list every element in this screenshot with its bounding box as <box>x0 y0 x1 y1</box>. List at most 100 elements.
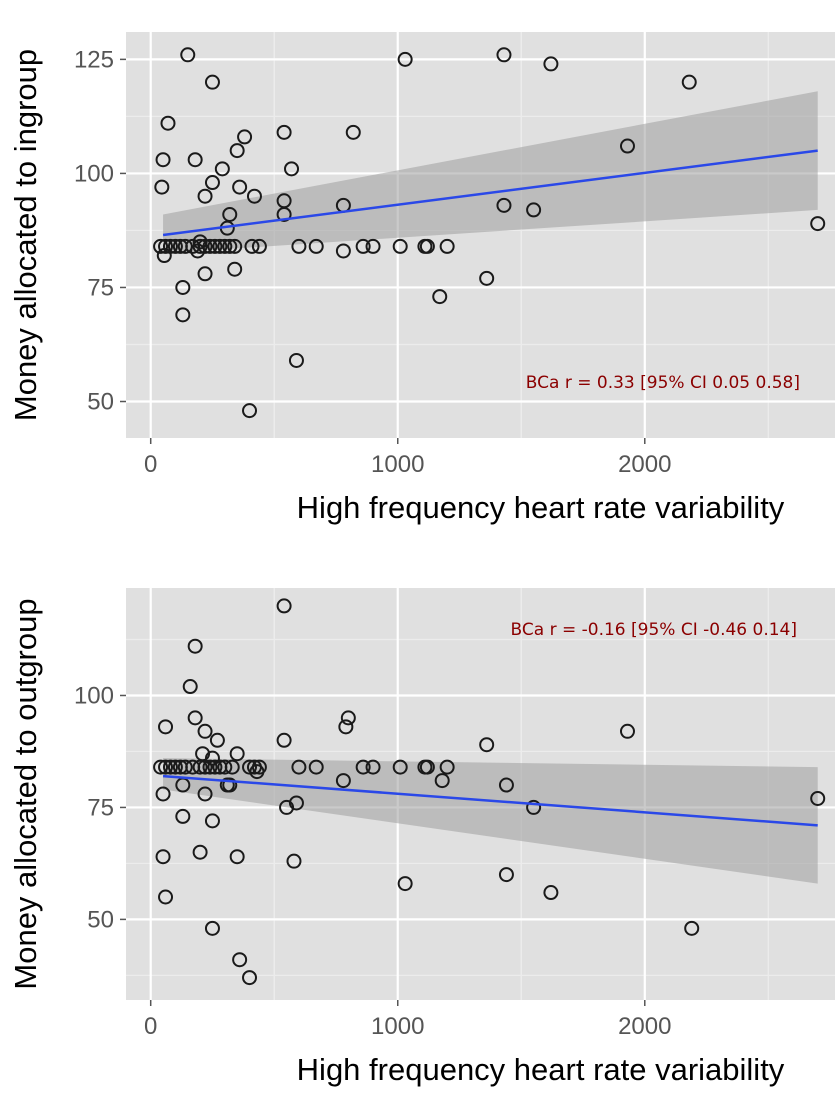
chart-1-data-point <box>204 74 220 90</box>
chart-1-y-tick-label: 100 <box>74 160 114 187</box>
chart-2-data-point <box>419 759 435 775</box>
chart-2-data-point <box>291 759 307 775</box>
chart-1-data-point <box>232 179 248 195</box>
chart-1-data-point <box>175 307 191 323</box>
chart-1-data-point <box>227 238 243 254</box>
chart-2-data-point <box>167 759 183 775</box>
chart-2-annotation: BCa r = -0.16 [95% CI -0.46 0.14] <box>511 620 797 640</box>
chart-1-data-point <box>207 238 223 254</box>
chart-2-data-point <box>187 710 203 726</box>
chart-2-data-point <box>207 759 223 775</box>
chart-2-data-point <box>158 889 174 905</box>
chart-1-data-point <box>439 238 455 254</box>
chart-1-data-point <box>237 129 253 145</box>
chart-1-y-tick-label: 75 <box>87 274 114 301</box>
chart-1-x-tick-label: 0 <box>144 451 157 478</box>
chart-1-data-point <box>526 202 542 218</box>
chart-2-data-point <box>498 867 514 883</box>
chart-2-data-point <box>242 970 258 986</box>
chart-1-y-tick-label: 125 <box>74 46 114 73</box>
chart-2-data-point <box>286 853 302 869</box>
chart-2-data-point <box>242 759 258 775</box>
chart-1-data-point <box>187 152 203 168</box>
chart-2-data-point <box>397 876 413 892</box>
chart-2-data-point <box>543 885 559 901</box>
chart-2-data-point <box>204 920 220 936</box>
chart-1-data-point <box>335 243 351 259</box>
chart-2-data-point <box>308 759 324 775</box>
chart-2-data-point <box>197 759 213 775</box>
chart-1-data-point <box>479 270 495 286</box>
chart-1-data-point <box>496 47 512 63</box>
chart-1-data-point <box>308 238 324 254</box>
chart-2-data-point <box>158 719 174 735</box>
chart-2-y-tick-label: 50 <box>87 906 114 933</box>
chart-2-data-point <box>338 719 354 735</box>
chart-2-y-tick-label: 75 <box>87 794 114 821</box>
chart-2-y-axis-title: Money allocated to outgroup <box>8 598 43 989</box>
outgroup-scatter-chart: 0 1000 2000 50 75 100 BCa r = -0.16 [95% CI -0… <box>8 588 835 1087</box>
chart-2-data-point <box>192 759 208 775</box>
chart-1-data-point <box>229 143 245 159</box>
chart-2-data-point <box>182 679 198 695</box>
chart-1-annotation: BCa r = 0.33 [95% CI 0.05 0.58] <box>526 373 800 393</box>
chart-2-data-point <box>439 759 455 775</box>
chart-1-data-point <box>190 243 206 259</box>
chart-2-x-axis-title: High frequency heart rate variability <box>297 1052 785 1087</box>
chart-1-data-point <box>291 238 307 254</box>
chart-1-x-axis-title: High frequency heart rate variability <box>297 490 785 525</box>
chart-1-data-point <box>365 238 381 254</box>
chart-1-data-point <box>212 238 228 254</box>
chart-1-data-point <box>276 124 292 140</box>
chart-1-x-tick-label: 1000 <box>371 451 424 478</box>
chart-2-data-point <box>197 723 213 739</box>
chart-2-data-point <box>810 790 826 806</box>
chart-1-data-point <box>197 238 213 254</box>
chart-2-data-point <box>222 777 238 793</box>
chart-2-data-point <box>192 844 208 860</box>
chart-2-data-point <box>335 773 351 789</box>
chart-2-data-point <box>526 799 542 815</box>
chart-1-data-point <box>154 179 170 195</box>
chart-2-data-point <box>197 786 213 802</box>
chart-1-data-point <box>810 216 826 232</box>
chart-1-data-point <box>167 238 183 254</box>
chart-2-data-point <box>175 808 191 824</box>
chart-1-data-point <box>419 238 435 254</box>
chart-1-data-point <box>156 248 172 264</box>
chart-2-data-point <box>162 759 178 775</box>
chart-2-data-point <box>232 952 248 968</box>
chart-2-data-point <box>155 786 171 802</box>
chart-1-data-point <box>355 238 371 254</box>
chart-1-y-tick-label: 50 <box>87 389 114 416</box>
chart-2-x-tick-label: 2000 <box>618 1013 671 1040</box>
chart-2-data-point <box>229 746 245 762</box>
chart-1-data-point <box>251 238 267 254</box>
ingroup-scatter-chart: 0 1000 2000 50 75 100 125 BCa r = 0.33 [95% CI … <box>8 32 835 525</box>
chart-2-data-point <box>684 920 700 936</box>
chart-2-data-point <box>392 759 408 775</box>
chart-1-regression-line <box>162 149 818 237</box>
chart-2-data-point <box>279 799 295 815</box>
chart-2-data-point <box>187 638 203 654</box>
chart-1-data-point <box>158 238 174 254</box>
chart-2-data-point <box>619 723 635 739</box>
chart-2-data-point <box>202 759 218 775</box>
chart-2-data-point <box>249 764 265 780</box>
chart-1-data-point <box>192 234 208 250</box>
chart-1-data-point <box>155 152 171 168</box>
chart-2-regression-line <box>162 774 818 827</box>
chart-1-data-point <box>432 289 448 305</box>
chart-1-data-point <box>214 161 230 177</box>
chart-1-data-point <box>180 47 196 63</box>
chart-1-data-point <box>288 352 304 368</box>
chart-1-y-axis-title: Money allocated to ingroup <box>8 49 43 421</box>
chart-1-data-point <box>204 175 220 191</box>
chart-1-x-tick-label: 2000 <box>618 451 671 478</box>
chart-1-data-point <box>284 161 300 177</box>
chart-1-data-point <box>619 138 635 154</box>
chart-2-x-tick-label: 1000 <box>371 1013 424 1040</box>
chart-2-data-point <box>365 759 381 775</box>
chart-1-data-point <box>543 56 559 72</box>
chart-1-data-point <box>222 238 238 254</box>
